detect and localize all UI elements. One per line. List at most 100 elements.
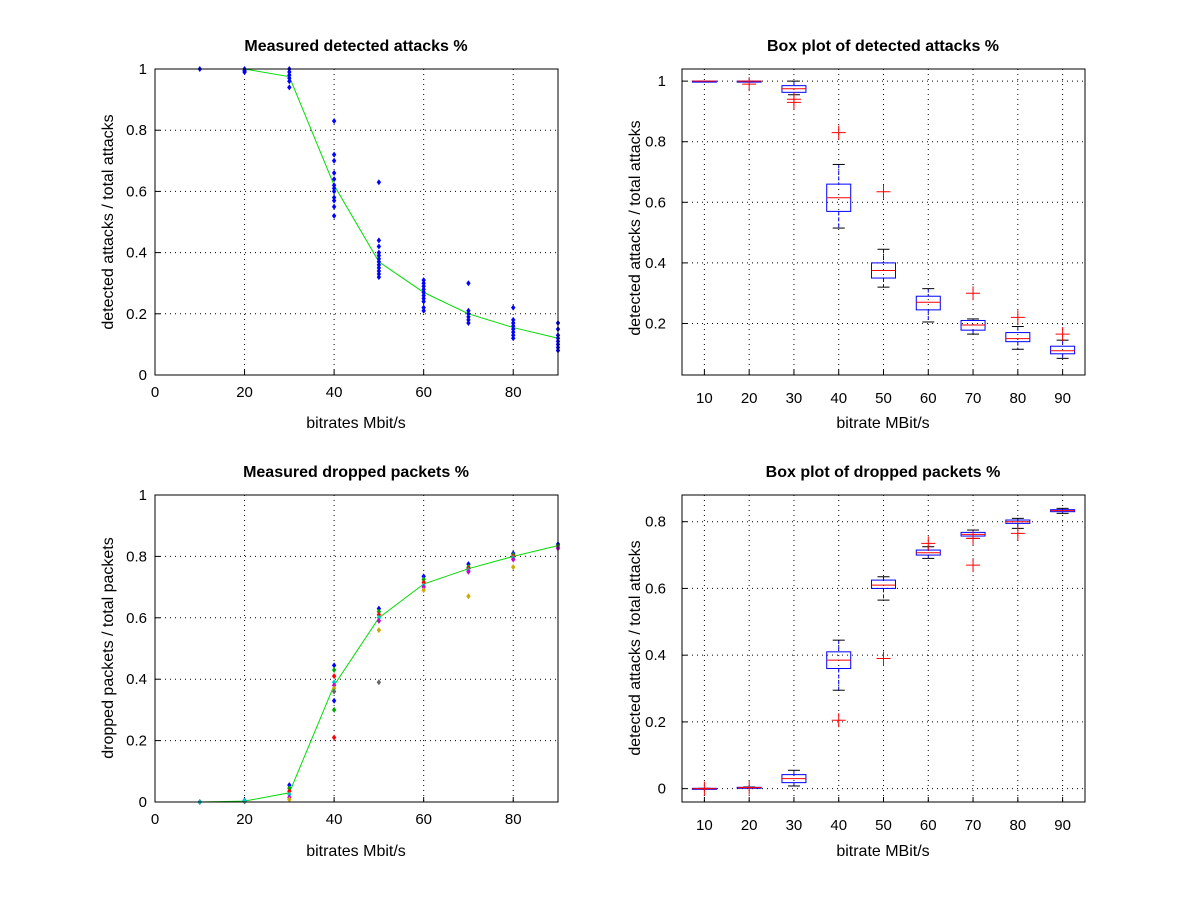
- data-point: [331, 682, 337, 689]
- outlier-marker: [697, 781, 712, 796]
- x-tick-label: 80: [505, 811, 522, 828]
- data-point: [376, 679, 382, 686]
- data-point: [242, 69, 247, 76]
- data-point: [421, 298, 426, 305]
- data-point: [466, 310, 471, 317]
- data-point: [421, 280, 426, 287]
- x-tick-label: 20: [236, 811, 253, 828]
- outlier-marker: [876, 651, 891, 666]
- data-point: [421, 304, 426, 311]
- data-point: [376, 608, 382, 615]
- y-tick-label: 0.8: [645, 514, 666, 531]
- data-point: [331, 151, 337, 158]
- data-point: [376, 267, 382, 274]
- category-label: 20: [741, 817, 758, 834]
- data-point: [331, 176, 337, 183]
- data-point: [376, 614, 382, 621]
- mean-trend-line: [199, 545, 559, 803]
- category-label: 80: [1009, 390, 1026, 407]
- data-point: [287, 84, 292, 91]
- data-point: [466, 313, 471, 320]
- data-point: [331, 197, 337, 204]
- data-point: [421, 292, 426, 299]
- data-point: [331, 118, 337, 125]
- category-label: 90: [1054, 817, 1071, 834]
- data-point: [421, 286, 426, 293]
- y-tick-label: 0.4: [126, 671, 147, 688]
- data-point: [376, 255, 382, 262]
- category-label: 40: [830, 817, 847, 834]
- data-point: [331, 182, 337, 189]
- data-point: [331, 734, 337, 741]
- data-point: [287, 78, 292, 85]
- data-point: [376, 605, 382, 612]
- data-point: [511, 323, 516, 330]
- data-point: [331, 188, 337, 195]
- outlier-marker: [1010, 526, 1025, 541]
- y-tick-label: 0: [139, 794, 147, 811]
- category-label: 90: [1054, 390, 1071, 407]
- chart-4-title: Box plot of dropped packets %: [766, 464, 1001, 481]
- data-point: [331, 203, 337, 210]
- outlier-marker: [876, 184, 891, 199]
- chart-4-xlabel: bitrate MBit/s: [836, 843, 929, 860]
- data-point: [421, 283, 426, 290]
- data-point: [331, 666, 337, 673]
- y-tick-label: 0.4: [126, 245, 147, 262]
- data-point: [331, 194, 337, 201]
- outlier-marker: [1010, 310, 1025, 325]
- data-point: [511, 335, 516, 342]
- box: [1005, 332, 1031, 343]
- y-tick-label: 0.4: [645, 255, 666, 272]
- data-point: [331, 673, 337, 680]
- outlier-marker: [831, 713, 846, 728]
- data-point: [376, 258, 382, 265]
- outlier-marker: [966, 531, 981, 546]
- y-tick-label: 0: [658, 781, 666, 798]
- chart-1-ylabel: detected attacks / total attacks: [100, 114, 117, 329]
- category-label: 60: [920, 390, 937, 407]
- mean-trend-line: [244, 68, 559, 339]
- data-point: [421, 584, 426, 591]
- category-label: 50: [875, 390, 892, 407]
- data-point: [331, 212, 337, 219]
- data-point: [421, 277, 426, 284]
- data-point: [376, 264, 382, 271]
- outlier-marker: [921, 536, 936, 551]
- data-point: [331, 688, 337, 695]
- data-point: [466, 307, 471, 314]
- data-point: [421, 307, 426, 314]
- data-point: [511, 556, 516, 563]
- y-tick-label: 0.2: [645, 714, 666, 731]
- data-point: [376, 627, 382, 634]
- data-point: [421, 576, 426, 583]
- x-tick-label: 60: [415, 811, 432, 828]
- data-point: [287, 69, 292, 76]
- box: [915, 295, 941, 311]
- data-point: [331, 706, 337, 713]
- data-point: [511, 304, 516, 311]
- data-point: [466, 280, 471, 287]
- box: [871, 579, 896, 589]
- category-label: 30: [786, 817, 803, 834]
- data-point: [376, 249, 382, 256]
- data-point: [331, 679, 337, 686]
- outlier-marker: [1055, 327, 1070, 342]
- data-point: [376, 243, 382, 250]
- data-point: [376, 252, 382, 259]
- chart-2-xlabel: bitrate MBit/s: [836, 415, 929, 432]
- category-label: 70: [965, 817, 982, 834]
- y-tick-label: 1: [139, 61, 147, 78]
- category-label: 40: [830, 390, 847, 407]
- data-point: [376, 271, 382, 278]
- data-point: [466, 319, 471, 326]
- data-point: [466, 316, 471, 323]
- y-tick-label: 0.6: [645, 194, 666, 211]
- plot-frame: [154, 494, 559, 803]
- plot-frame: [154, 68, 559, 376]
- x-tick-label: 0: [151, 384, 159, 401]
- data-point: [287, 796, 292, 803]
- data-point: [287, 782, 292, 789]
- data-point: [242, 797, 247, 804]
- plot-frame: [681, 68, 1086, 376]
